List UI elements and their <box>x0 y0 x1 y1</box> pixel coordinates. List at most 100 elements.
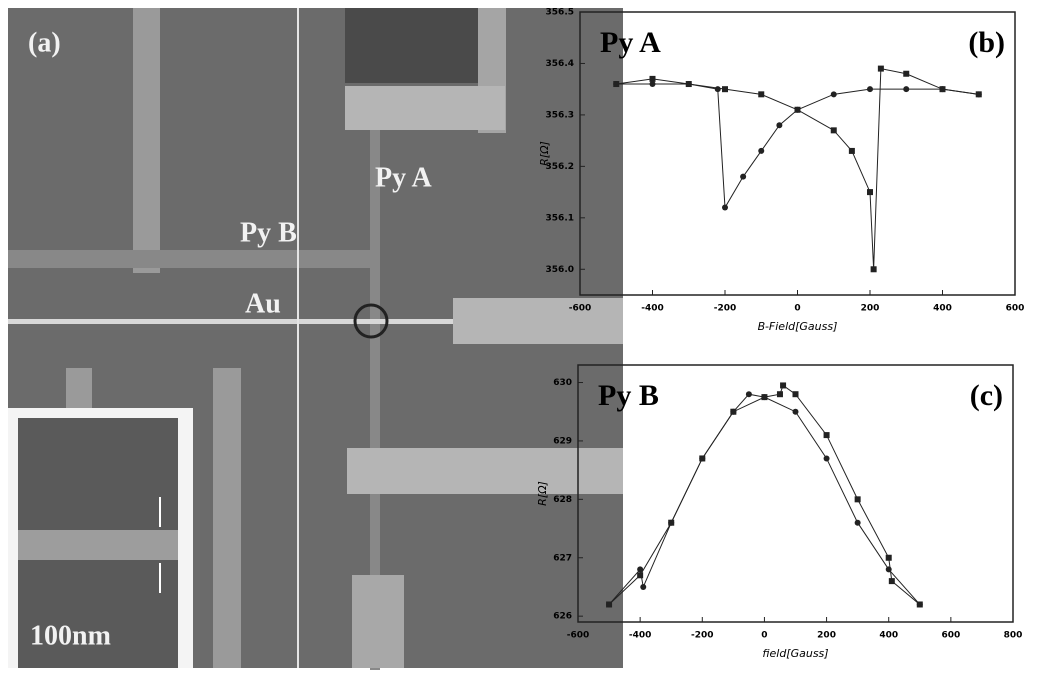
marker <box>854 519 861 526</box>
y-tick-label: 628 <box>553 495 572 505</box>
marker <box>776 391 783 398</box>
y-tick-label: 627 <box>553 553 572 563</box>
marker <box>685 81 692 88</box>
marker <box>848 147 855 154</box>
marker <box>761 394 768 401</box>
y-tick-label: 356.5 <box>546 8 574 18</box>
marker <box>722 86 728 93</box>
junction-circle <box>353 303 389 339</box>
y-tick-label: 630 <box>553 378 572 388</box>
y-tick-label: 626 <box>553 612 572 622</box>
marker <box>939 86 946 93</box>
marker <box>916 601 923 608</box>
marker <box>867 189 873 196</box>
marker <box>613 81 620 88</box>
x-tick-label: 200 <box>817 631 836 641</box>
marker <box>903 86 910 93</box>
y-tick-label: 356.4 <box>546 59 574 69</box>
x-tick-label: 200 <box>861 304 880 314</box>
electrode <box>133 8 160 273</box>
x-tick-label: 400 <box>879 631 898 641</box>
marker <box>699 455 706 462</box>
py-a-wire <box>370 130 380 670</box>
marker <box>649 81 656 88</box>
x-tick-label: 600 <box>1006 304 1025 314</box>
inset-wire <box>18 530 178 560</box>
marker <box>903 70 910 77</box>
x-tick-label: 800 <box>1004 631 1023 641</box>
plot-frame <box>577 364 1014 623</box>
panel-label: (c) <box>970 379 1003 412</box>
au-wire <box>8 319 623 324</box>
x-axis-label: B-Field[Gauss] <box>758 320 838 333</box>
marker <box>637 566 644 573</box>
electrode <box>345 86 505 130</box>
x-tick-label: 600 <box>941 631 960 641</box>
panel-label: (b) <box>968 26 1005 59</box>
marker <box>714 86 721 93</box>
image-label: Py A <box>375 162 433 193</box>
y-axis-label: R[Ω] <box>538 141 551 166</box>
marker <box>730 408 737 415</box>
marker <box>780 382 787 389</box>
marker <box>830 127 837 134</box>
marker <box>668 519 675 526</box>
y-tick-label: 629 <box>553 436 572 446</box>
scale-bar-label: 100nm <box>30 620 111 651</box>
marker <box>758 147 765 154</box>
x-tick-label: -600 <box>569 304 592 314</box>
series-line <box>608 384 921 605</box>
py-b-wire <box>8 250 373 268</box>
marker <box>637 572 644 579</box>
x-tick-label: 400 <box>933 304 952 314</box>
marker <box>885 554 892 561</box>
y-tick-label: 356.3 <box>546 110 574 120</box>
marker <box>870 266 877 273</box>
marker <box>794 106 801 113</box>
x-tick-label: -400 <box>641 304 664 314</box>
x-tick-label: -400 <box>629 631 652 641</box>
annotation: Py B <box>598 379 659 412</box>
image-label: Au <box>245 288 281 319</box>
marker <box>975 91 982 98</box>
marker <box>792 408 799 415</box>
x-tick-label: -200 <box>691 631 714 641</box>
y-tick-label: 356.0 <box>546 265 574 275</box>
marker <box>606 601 613 608</box>
marker <box>649 75 656 82</box>
marker <box>745 391 752 398</box>
marker <box>830 91 837 98</box>
series-line <box>608 393 921 605</box>
electrode <box>213 368 241 668</box>
x-tick-label: -200 <box>714 304 737 314</box>
marker <box>823 455 830 462</box>
marker <box>640 583 647 590</box>
marker <box>758 91 765 98</box>
x-tick-label: -600 <box>567 631 590 641</box>
marker <box>722 204 728 211</box>
marker <box>888 578 895 585</box>
x-tick-label: 0 <box>761 631 767 641</box>
panel-label: (a) <box>28 27 61 58</box>
series-line <box>616 83 979 210</box>
annotation: Py A <box>600 26 661 59</box>
marker <box>776 122 783 129</box>
marker <box>792 391 799 398</box>
x-tick-label: 0 <box>794 304 800 314</box>
marker <box>877 65 884 72</box>
series-line <box>616 67 979 270</box>
electrode <box>453 298 623 344</box>
marker <box>867 86 873 93</box>
marker <box>740 173 747 180</box>
x-axis-label: field[Gauss] <box>762 647 828 660</box>
y-tick-label: 356.2 <box>546 162 574 172</box>
y-axis-label: R[Ω] <box>536 481 549 506</box>
electrode <box>347 448 623 494</box>
y-tick-label: 356.1 <box>546 213 574 223</box>
image-label: Py B <box>240 217 297 248</box>
marker <box>854 496 861 503</box>
dark-region <box>345 8 480 83</box>
marker <box>823 432 830 439</box>
